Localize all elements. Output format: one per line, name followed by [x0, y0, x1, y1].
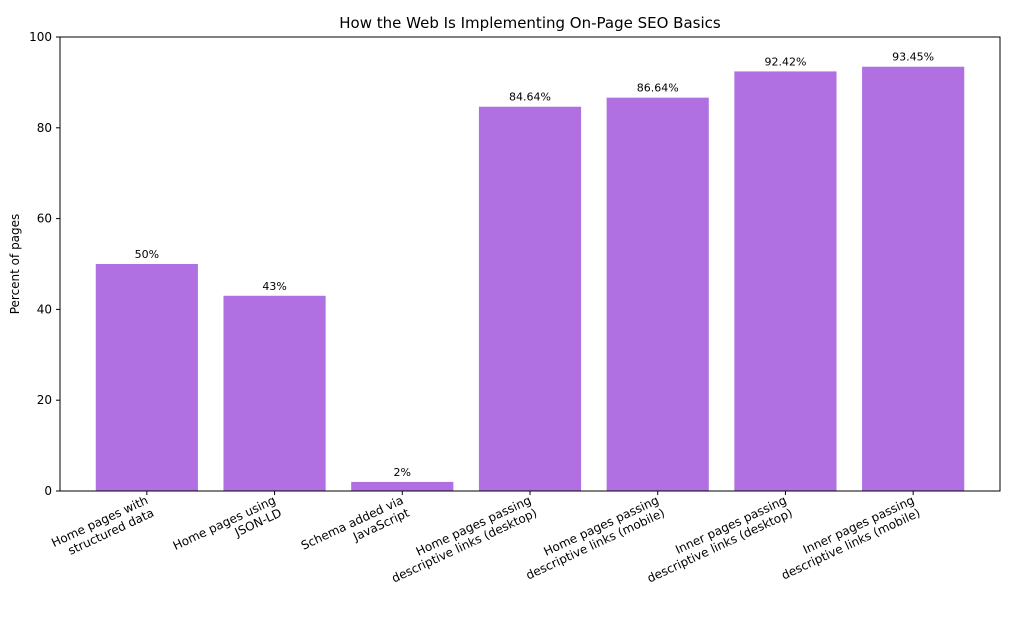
- x-tick-label: Home pages usingJSON-LD: [171, 493, 284, 566]
- x-tick-label-line: descriptive links (desktop): [390, 506, 540, 586]
- y-tick-label: 80: [37, 121, 52, 135]
- data-label: 92.42%: [764, 55, 806, 68]
- y-tick-label: 0: [44, 484, 52, 498]
- chart-title: How the Web Is Implementing On-Page SEO …: [339, 14, 721, 32]
- x-tick-label: Inner pages passingdescriptive links (mo…: [773, 493, 922, 582]
- y-tick-label: 60: [37, 212, 52, 226]
- x-tick-label: Home pages withstructured data: [49, 493, 156, 563]
- bar: [734, 71, 837, 491]
- y-tick-label: 100: [29, 30, 52, 44]
- y-tick-label: 40: [37, 302, 52, 316]
- x-tick-label: Schema added viaJavaScript: [299, 493, 412, 566]
- x-tick-label: Inner pages passingdescriptive links (de…: [639, 493, 795, 585]
- data-label: 2%: [394, 466, 411, 479]
- y-axis-label: Percent of pages: [8, 214, 22, 315]
- x-tick-label-line: descriptive links (desktop): [645, 506, 795, 586]
- bar: [606, 97, 709, 491]
- y-tick-label: 20: [37, 393, 52, 407]
- bar: [478, 106, 582, 491]
- data-label: 86.64%: [637, 82, 679, 95]
- bar: [351, 481, 454, 491]
- data-label: 43%: [262, 280, 286, 293]
- x-tick-label: Home pages passingdescriptive links (des…: [384, 493, 540, 585]
- bar: [223, 295, 326, 491]
- plot-frame: [59, 36, 1001, 492]
- bar: [862, 66, 965, 491]
- x-tick-label: Home pages passingdescriptive links (mob…: [518, 493, 667, 582]
- data-label: 50%: [135, 248, 159, 261]
- data-label: 93.45%: [892, 51, 934, 64]
- bar: [95, 264, 198, 491]
- data-label: 84.64%: [509, 91, 551, 104]
